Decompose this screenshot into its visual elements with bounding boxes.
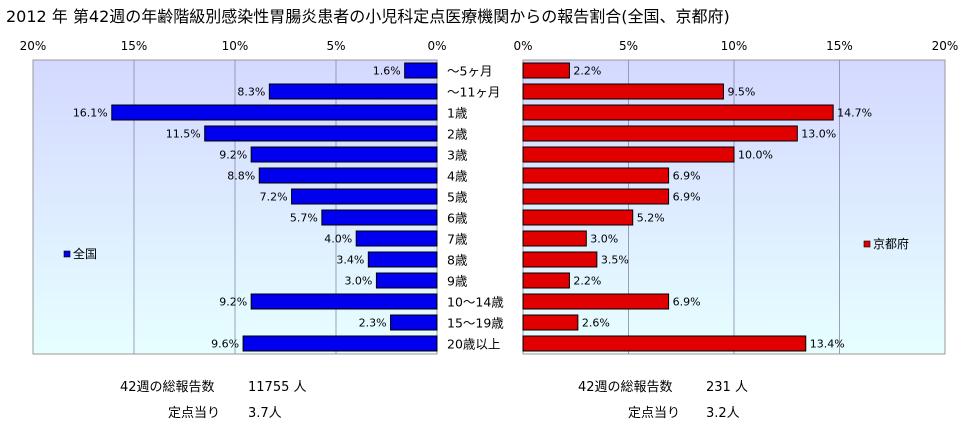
right-tick-label: 5%: [619, 39, 638, 53]
category-label: ～11ヶ月: [447, 85, 500, 100]
right-data-label: 6.9%: [673, 296, 701, 309]
left-legend-label: 全国: [73, 246, 97, 261]
category-label: 3歳: [447, 148, 468, 163]
right-per-point-label: 定点当り: [628, 406, 681, 421]
right-bar: [522, 146, 735, 163]
left-data-label: 9.2%: [219, 149, 247, 162]
right-legend-swatch: [863, 240, 871, 248]
left-bar: [291, 188, 438, 205]
right-data-label: 3.0%: [590, 233, 618, 246]
right-bar: [522, 251, 598, 268]
left-bar: [204, 125, 438, 142]
category-label: 15～19歳: [447, 316, 504, 331]
right-bar: [522, 314, 579, 331]
category-label: 20歳以上: [447, 337, 500, 352]
category-label: 9歳: [447, 274, 468, 289]
right-data-label: 13.0%: [801, 128, 836, 141]
right-bar: [522, 167, 670, 184]
category-label: 6歳: [447, 211, 468, 226]
left-bar: [250, 293, 438, 310]
left-bar: [250, 146, 438, 163]
right-data-label: 13.4%: [810, 338, 845, 351]
right-total-label: 42週の総報告数: [578, 380, 673, 395]
left-bar: [404, 62, 438, 79]
right-tick-label: 0%: [513, 39, 532, 53]
right-bar: [522, 293, 670, 310]
left-legend-swatch: [63, 250, 71, 258]
category-label: 5歳: [447, 190, 468, 205]
left-data-label: 9.2%: [219, 296, 247, 309]
left-per-point-value: 3.7人: [248, 406, 282, 421]
category-label: ～5ヶ月: [447, 64, 492, 79]
left-bar: [268, 83, 438, 100]
category-label: 1歳: [447, 106, 468, 121]
left-bar: [321, 209, 438, 226]
right-data-label: 5.2%: [637, 212, 665, 225]
right-data-label: 14.7%: [837, 107, 872, 120]
category-label: 10～14歳: [447, 295, 504, 310]
right-data-label: 2.2%: [573, 275, 601, 288]
left-bar: [111, 104, 438, 121]
right-bar: [522, 62, 570, 79]
right-bar: [522, 104, 834, 121]
left-data-label: 9.6%: [211, 338, 239, 351]
left-bar: [242, 335, 438, 352]
right-bar: [522, 209, 634, 226]
left-data-label: 4.0%: [324, 233, 352, 246]
chart-title: 2012 年 第42週の年齢階級別感染性胃腸炎患者の小児科定点医療機関からの報告…: [6, 7, 730, 26]
left-data-label: 5.7%: [290, 212, 318, 225]
left-bar: [258, 167, 438, 184]
left-data-label: 8.8%: [227, 170, 255, 183]
left-data-label: 3.4%: [336, 254, 364, 267]
left-tick-label: 15%: [121, 39, 148, 53]
right-data-label: 2.6%: [582, 317, 610, 330]
right-bar: [522, 335, 807, 352]
right-tick-label: 15%: [826, 39, 853, 53]
left-per-point-label: 定点当り: [168, 406, 221, 421]
left-data-label: 1.6%: [373, 65, 401, 78]
left-tick-label: 0%: [427, 39, 446, 53]
right-bar: [522, 83, 724, 100]
right-bar: [522, 188, 670, 205]
left-bar: [390, 314, 438, 331]
right-data-label: 10.0%: [738, 149, 773, 162]
left-total-label: 42週の総報告数: [120, 380, 215, 395]
left-bar: [367, 251, 438, 268]
left-tick-label: 20%: [20, 39, 47, 53]
right-bar: [522, 272, 570, 289]
left-data-label: 2.3%: [359, 317, 387, 330]
left-total-value: 11755 人: [248, 380, 307, 395]
right-bar: [522, 230, 587, 247]
right-data-label: 6.9%: [673, 170, 701, 183]
left-data-label: 7.2%: [260, 191, 288, 204]
left-bar: [355, 230, 438, 247]
right-data-label: 3.5%: [601, 254, 629, 267]
right-per-point-value: 3.2人: [706, 406, 740, 421]
category-label: 7歳: [447, 232, 468, 247]
right-data-label: 9.5%: [727, 86, 755, 99]
category-label: 4歳: [447, 169, 468, 184]
right-data-label: 6.9%: [673, 191, 701, 204]
category-label: 8歳: [447, 253, 468, 268]
left-data-label: 11.5%: [166, 128, 201, 141]
right-bar: [522, 125, 798, 142]
left-data-label: 16.1%: [73, 107, 108, 120]
left-tick-label: 5%: [326, 39, 345, 53]
left-bar: [375, 272, 438, 289]
right-total-value: 231 人: [706, 380, 748, 395]
right-tick-label: 20%: [932, 39, 959, 53]
left-data-label: 3.0%: [344, 275, 372, 288]
category-label: 2歳: [447, 127, 468, 142]
right-data-label: 2.2%: [573, 65, 601, 78]
left-data-label: 8.3%: [237, 86, 265, 99]
left-tick-label: 10%: [222, 39, 249, 53]
right-tick-label: 10%: [721, 39, 748, 53]
right-legend-label: 京都府: [873, 236, 909, 251]
